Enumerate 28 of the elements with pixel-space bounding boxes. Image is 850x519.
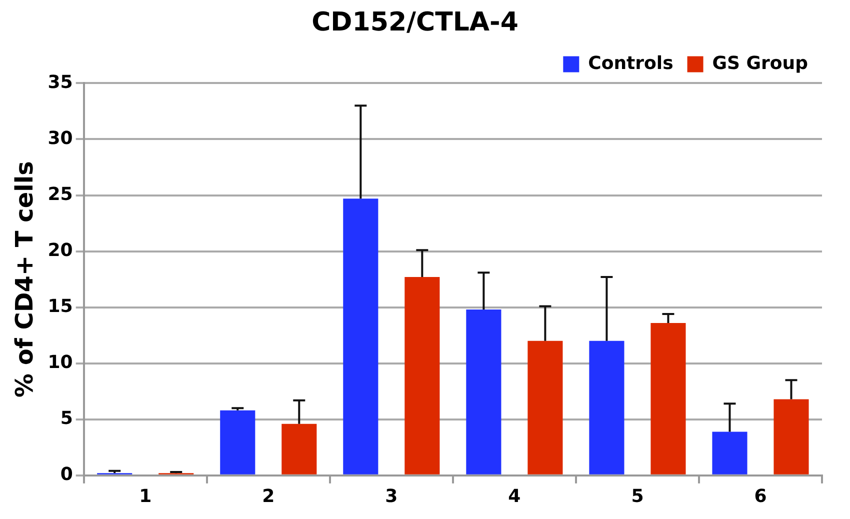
x-tick-label: 3 [385, 486, 398, 507]
bar [404, 277, 440, 474]
y-tick-label: 25 [48, 184, 73, 205]
chart-title: CD152/CTLA-4 [312, 7, 518, 38]
y-tick-label: 10 [48, 352, 73, 374]
y-tick-label: 0 [60, 464, 73, 486]
y-tick-label: 20 [48, 240, 73, 261]
bar [343, 198, 378, 474]
y-tick-label: 30 [48, 128, 73, 149]
x-tick-label: 1 [139, 486, 152, 507]
x-tick-label: 2 [262, 486, 275, 507]
y-axis-title: % of CD4+ T cells [10, 161, 39, 398]
bar [589, 340, 624, 474]
bar [282, 424, 317, 474]
x-tick-label: 5 [631, 486, 644, 507]
bar [528, 340, 563, 474]
x-tick-label: 6 [754, 486, 767, 507]
legend-label: GS Group [712, 52, 808, 74]
y-tick-label: 5 [60, 408, 73, 430]
legend-label: Controls [588, 52, 674, 74]
bar [712, 432, 748, 474]
bar [220, 410, 256, 474]
bar [466, 310, 502, 474]
bar [650, 323, 686, 474]
x-tick-label: 4 [508, 486, 521, 507]
y-tick-label: 15 [48, 296, 73, 317]
y-tick-label: 35 [48, 72, 73, 93]
bar [774, 399, 809, 474]
